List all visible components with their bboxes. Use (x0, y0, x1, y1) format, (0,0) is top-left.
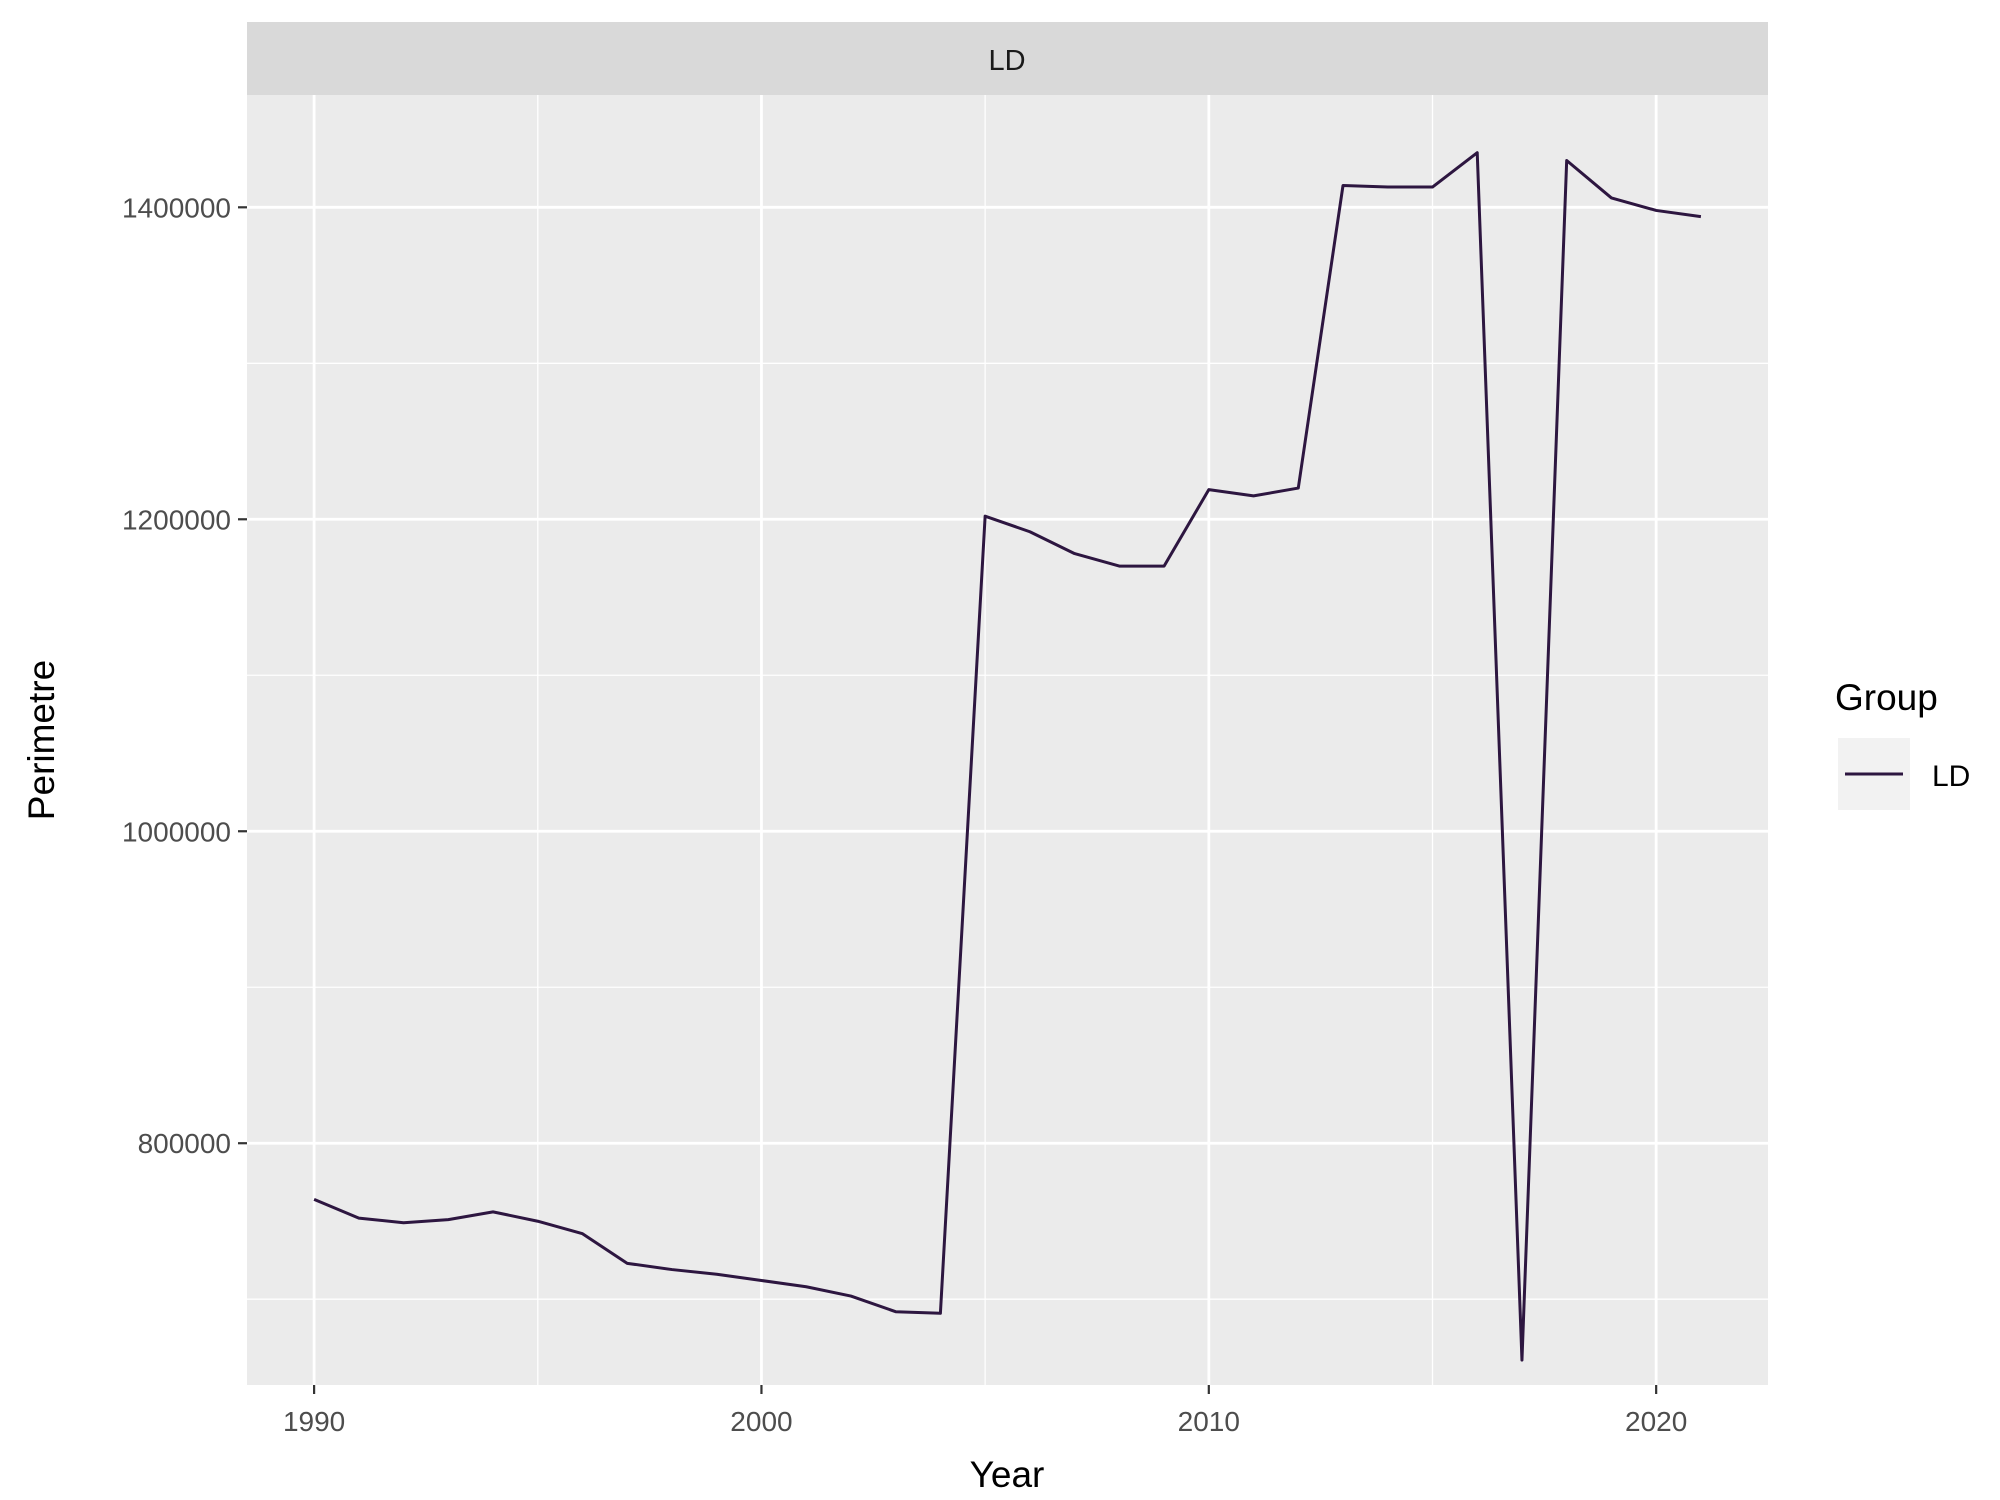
x-tick-label: 2000 (730, 1406, 792, 1437)
series-line-ld (313, 151, 1702, 1362)
y-axis-title: Perimetre (21, 660, 62, 820)
series-layer (313, 151, 1702, 1362)
y-tick-label: 1400000 (122, 192, 231, 223)
minor-gridlines (247, 95, 1768, 1385)
x-tick-label: 2010 (1178, 1406, 1240, 1437)
x-tick-labels: 1990 2000 2010 2020 (283, 1406, 1687, 1437)
x-tick-label: 1990 (283, 1406, 345, 1437)
plot-panel (247, 95, 1768, 1385)
y-tick-label: 1000000 (122, 816, 231, 847)
facet-strip (247, 22, 1768, 95)
y-tick-label: 1200000 (122, 504, 231, 535)
y-tick-label: 800000 (138, 1128, 231, 1159)
legend-title: Group (1835, 677, 1938, 718)
facet-strip-label: LD (988, 45, 1025, 77)
legend: Group LD (1835, 677, 1970, 810)
axis-ticks (238, 206, 1658, 1394)
x-axis-title: Year (970, 1454, 1045, 1495)
y-tick-labels: 800000 1000000 1200000 1400000 (122, 192, 231, 1159)
x-tick-label: 2020 (1625, 1406, 1687, 1437)
legend-label-ld: LD (1932, 760, 1970, 793)
